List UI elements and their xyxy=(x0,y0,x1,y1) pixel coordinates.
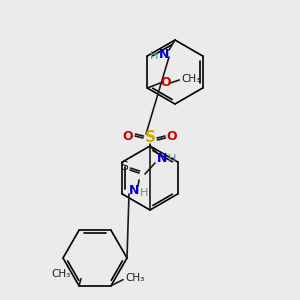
Text: O: O xyxy=(123,130,133,142)
Text: CH₃: CH₃ xyxy=(125,273,144,283)
Text: CH₃: CH₃ xyxy=(52,269,71,279)
Text: S: S xyxy=(120,160,128,172)
Text: CH₃: CH₃ xyxy=(181,74,200,84)
Text: N: N xyxy=(157,152,167,164)
Text: O: O xyxy=(167,130,177,142)
Text: H: H xyxy=(150,51,158,61)
Text: H: H xyxy=(140,188,148,198)
Text: N: N xyxy=(159,47,169,61)
Text: N: N xyxy=(129,184,139,196)
Text: S: S xyxy=(145,130,155,146)
Text: O: O xyxy=(160,76,171,89)
Text: H: H xyxy=(168,154,176,164)
